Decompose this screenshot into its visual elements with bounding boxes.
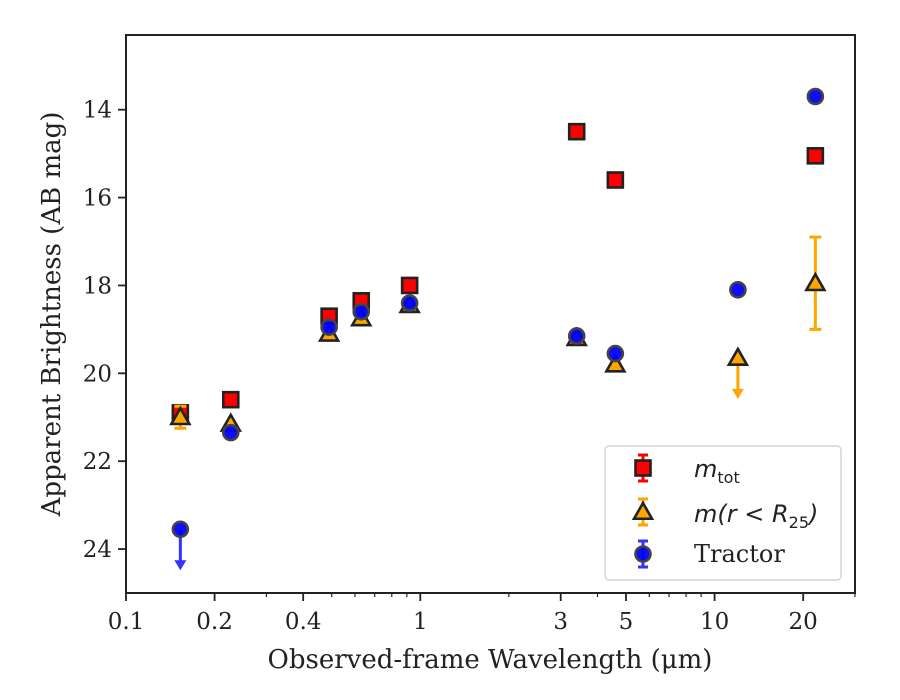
upper-limit-arrowhead — [731, 388, 744, 399]
legend: mtot m(r < R25) Tractor — [604, 445, 842, 581]
x-tick-label: 0.4 — [285, 609, 322, 635]
legend-label-tractor: Tractor — [694, 540, 785, 568]
point-tractor — [729, 281, 747, 299]
data-marks — [169, 87, 827, 571]
legend-frame — [604, 445, 842, 581]
point-m_r25 — [604, 352, 627, 373]
point-tractor — [400, 294, 419, 312]
plot-frame — [125, 34, 856, 594]
point-mtot — [567, 122, 586, 141]
point-tractor — [567, 327, 586, 345]
y-tick-label: 14 — [83, 98, 112, 124]
x-axis-label: Observed-frame Wavelength (μm) — [268, 645, 713, 675]
legend-marker-mtot — [634, 459, 652, 477]
y-tick-label: 22 — [83, 449, 112, 475]
point-mtot — [221, 390, 240, 409]
point-tractor — [320, 318, 338, 336]
x-tick-label: 10 — [700, 609, 729, 635]
x-tick-label: 20 — [789, 609, 818, 635]
point-tractor — [221, 423, 240, 442]
y-axis-label: Apparent Brightness (AB mag) — [37, 112, 67, 518]
y-tick-label: 24 — [83, 537, 112, 563]
x-tick-label: 0.1 — [108, 609, 145, 635]
legend-marker-m_r25 — [631, 500, 655, 521]
y-tick-label: 16 — [83, 186, 112, 212]
upper-limit-arrowhead — [174, 560, 187, 571]
x-tick-label: 5 — [619, 609, 634, 635]
point-m_r25 — [169, 405, 192, 426]
point-tractor — [806, 87, 825, 106]
point-mtot — [400, 276, 419, 295]
legend-marker-tractor — [634, 545, 652, 563]
y-tick-label: 20 — [83, 361, 112, 387]
series-tractor — [171, 87, 825, 571]
point-m_r25 — [726, 346, 750, 366]
point-tractor — [171, 520, 190, 539]
x-tick-label: 1 — [413, 609, 428, 635]
legend-swatches — [631, 453, 655, 569]
axes: 0.1 0.2 0.4 1 3 5 10 20 14 16 18 20 22 24 — [83, 98, 856, 635]
point-tractor — [352, 303, 371, 321]
point-m_r25 — [804, 271, 827, 292]
y-tick-label: 18 — [83, 273, 112, 299]
point-mtot — [606, 171, 625, 189]
point-mtot — [806, 147, 825, 165]
point-tractor — [606, 344, 625, 363]
x-tick-label: 0.2 — [196, 609, 233, 635]
x-tick-label: 3 — [553, 609, 568, 635]
